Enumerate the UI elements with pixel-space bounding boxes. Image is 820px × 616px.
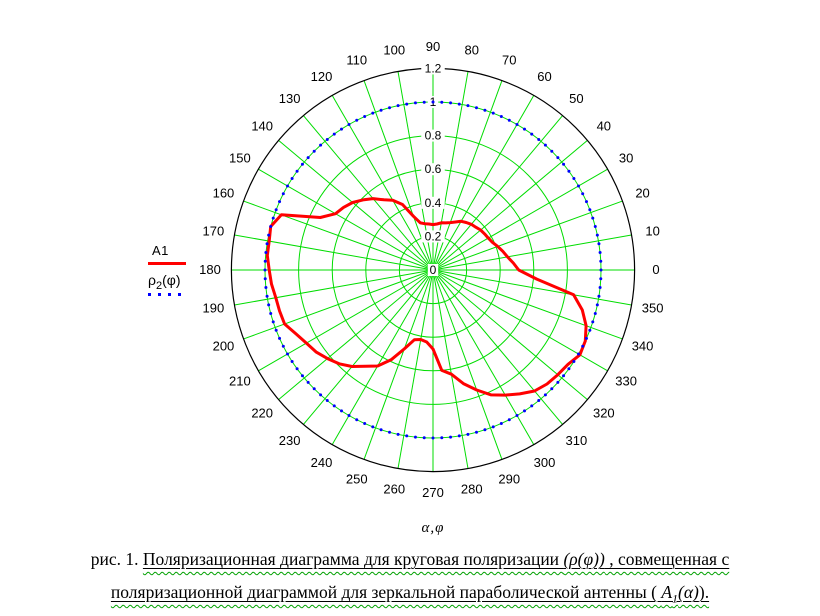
svg-text:0.8: 0.8 [425,129,442,143]
caption-prefix: рис. 1. [90,549,143,569]
svg-text:110: 110 [346,52,367,67]
caption-text-2: , совмещенная с [604,549,730,569]
caption-text-4: ). [698,582,710,602]
svg-text:20: 20 [635,186,649,201]
angular-axis-label: α,φ [421,520,445,536]
legend-rho-subscript: 2 [155,279,163,292]
svg-text:70: 70 [502,52,516,67]
svg-text:300: 300 [534,455,556,470]
caption-line-1: рис. 1. Поляризационная диаграмма для кр… [0,543,820,576]
angle-tick-labels: 0 10 20 30 40 50 60 70 80 90 100 110 120 130 140 150 160… [199,39,663,500]
svg-text:0.2: 0.2 [425,229,442,243]
chart-legend: A1 ρ2(φ) [148,243,218,297]
legend-series2-dots-sample [148,293,218,297]
svg-text:0: 0 [430,263,437,277]
series-a1-curve [265,197,588,397]
svg-text:130: 130 [279,91,301,106]
svg-text:90: 90 [426,39,440,54]
svg-text:210: 210 [229,374,251,389]
figure-caption: рис. 1. Поляризационная диаграмма для кр… [0,543,820,609]
legend-series1-label: A1 [152,243,169,258]
caption-text-3: поляризационной диаграммой для зеркально… [110,582,662,602]
svg-text:260: 260 [383,482,405,497]
caption-math-rho: (ρ(φ)) [563,549,605,569]
svg-text:0.6: 0.6 [425,162,442,176]
svg-text:1.2: 1.2 [425,61,442,75]
svg-text:120: 120 [311,69,333,84]
svg-text:30: 30 [619,151,633,166]
svg-text:170: 170 [203,223,225,238]
svg-text:190: 190 [203,301,225,316]
svg-text:280: 280 [461,482,483,497]
polar-chart[interactable]: 0102030405060708090100110120130140150160… [0,0,820,545]
svg-text:230: 230 [279,433,301,448]
svg-text:270: 270 [422,485,444,500]
legend-rho-argument: (φ) [162,272,181,288]
caption-math-a1: A1(α) [661,582,699,606]
svg-text:340: 340 [632,338,654,353]
svg-text:320: 320 [593,405,615,420]
svg-text:10: 10 [645,223,659,238]
svg-text:240: 240 [311,455,333,470]
legend-rho-symbol: ρ [148,272,156,288]
legend-series2-label: ρ2(φ) [148,272,218,291]
svg-text:150: 150 [229,151,251,166]
svg-text:290: 290 [498,472,520,487]
svg-text:40: 40 [597,119,611,134]
series-rho-dots [263,100,603,440]
svg-text:0: 0 [652,262,659,277]
caption-line-2: поляризационной диаграммой для зеркально… [0,576,820,609]
svg-text:250: 250 [346,472,368,487]
svg-text:50: 50 [569,91,583,106]
svg-text:160: 160 [213,186,235,201]
svg-text:60: 60 [537,69,551,84]
svg-text:350: 350 [642,301,664,316]
legend-series1-red-line-sample [148,262,186,265]
svg-text:310: 310 [565,433,587,448]
caption-text-1: Поляризационная диаграмма для круговая п… [142,549,564,569]
svg-text:140: 140 [251,119,273,134]
svg-text:200: 200 [213,338,235,353]
svg-text:180: 180 [199,262,221,277]
svg-text:80: 80 [464,42,478,57]
svg-text:330: 330 [615,374,637,389]
svg-text:0.4: 0.4 [425,196,442,210]
svg-text:100: 100 [383,42,405,57]
svg-text:220: 220 [251,405,273,420]
